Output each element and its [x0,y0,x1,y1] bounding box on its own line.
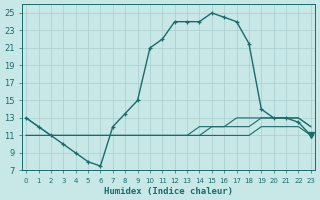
X-axis label: Humidex (Indice chaleur): Humidex (Indice chaleur) [104,187,233,196]
